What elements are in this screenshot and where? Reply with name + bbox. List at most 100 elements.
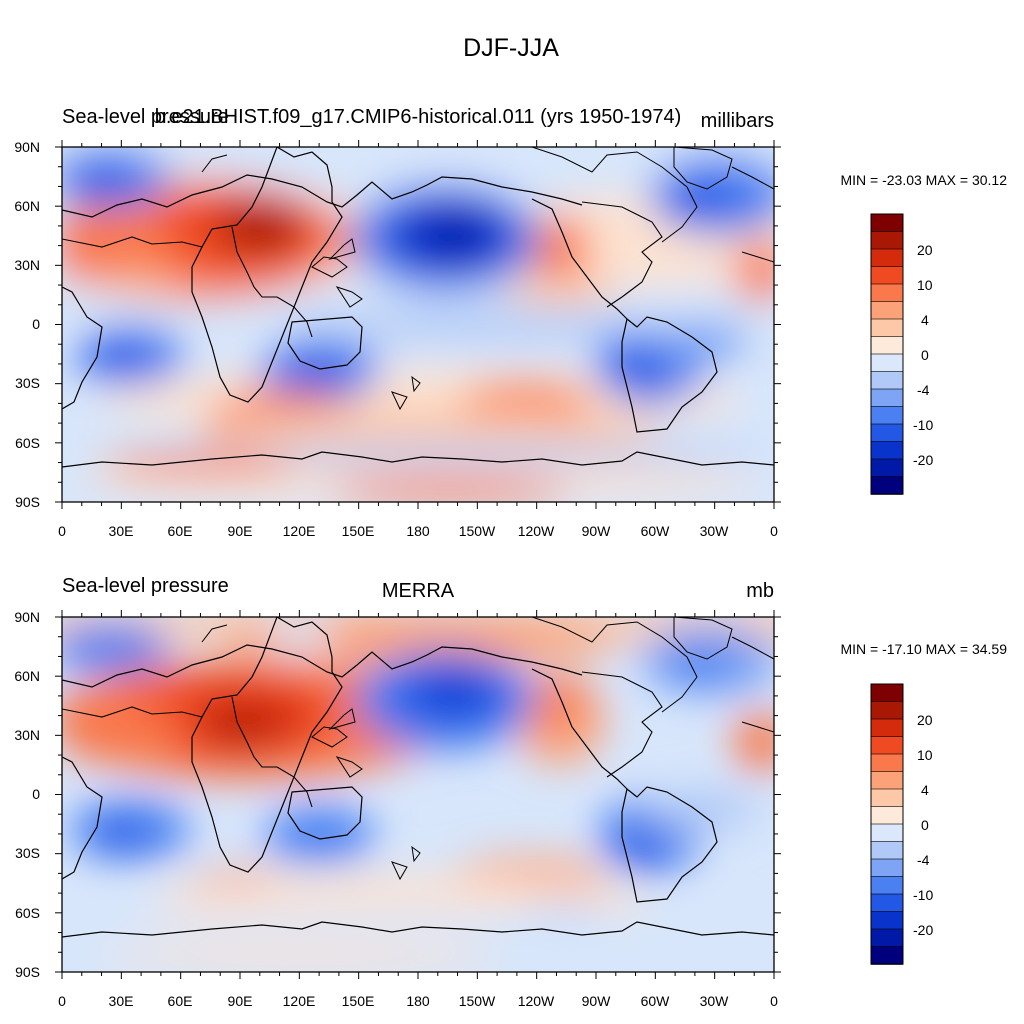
colorbar-box (870, 771, 904, 790)
x-tick-label: 0 (58, 523, 66, 539)
x-tick-label: 90W (582, 523, 612, 539)
colorbar-box (870, 283, 904, 303)
x-tick-label: 0 (770, 993, 778, 1009)
x-tick-label: 180 (406, 523, 430, 539)
y-tick-label: 90S (15, 494, 40, 510)
figure-title: DJF-JJA (463, 34, 559, 62)
x-tick-label: 90E (228, 523, 253, 539)
panel-1-y-axis: 90N 60N 30N 0 30S 60S 90S (14, 139, 781, 510)
panel-1-x-axis: 0 30E 60E 90E 120E 150E 180 150W 120W 90… (58, 140, 778, 539)
colorbar-box (870, 231, 904, 250)
colorbar-box (870, 266, 904, 285)
colorbar-box (870, 458, 904, 478)
colorbar-label: -20 (913, 452, 933, 468)
colorbar-box (870, 213, 904, 233)
panel-2-min-max: MIN = -17.10 MAX = 34.59 (840, 641, 1007, 657)
colorbar-box (870, 683, 904, 703)
colorbar-box (870, 876, 904, 895)
panel-1-right-title: millibars (701, 110, 774, 132)
panel-1-min-max: MIN = -23.03 MAX = 30.12 (840, 172, 1007, 188)
x-tick-label: 90E (228, 993, 253, 1009)
colorbar-label: -20 (913, 922, 933, 938)
x-tick-label: 0 (58, 993, 66, 1009)
colorbar-box (870, 441, 904, 460)
colorbar-box (870, 301, 904, 320)
colorbar-label: 0 (921, 817, 929, 833)
panel-2-left-title: Sea-level pressure (62, 575, 229, 597)
x-tick-label: 150W (459, 993, 496, 1009)
colorbar-label: -10 (913, 417, 933, 433)
colorbar-box (870, 353, 904, 373)
x-tick-label: 30W (700, 523, 730, 539)
x-tick-label: 120E (283, 993, 316, 1009)
x-tick-label: 60E (168, 523, 193, 539)
panel-1-center-title: b.e21.BHIST.f09_g17.CMIP6-historical.011… (155, 106, 682, 128)
colorbar-box (870, 318, 904, 338)
y-tick-label: 60S (15, 905, 40, 921)
x-tick-label: 60E (168, 993, 193, 1009)
y-tick-label: 30S (15, 845, 40, 861)
y-tick-label: 0 (32, 786, 40, 802)
x-tick-label: 90W (582, 993, 612, 1009)
colorbar-box (870, 736, 904, 755)
colorbar-box (870, 718, 904, 738)
y-tick-label: 90S (15, 964, 40, 980)
x-tick-label: 150W (459, 523, 496, 539)
colorbar-box (870, 928, 904, 948)
x-tick-label: 120W (518, 993, 555, 1009)
colorbar-box (870, 858, 904, 878)
x-tick-label: 0 (770, 523, 778, 539)
panel-2-center-title: MERRA (382, 580, 455, 602)
x-tick-label: 60W (641, 993, 671, 1009)
x-tick-label: 30E (109, 523, 134, 539)
panel-2-map (62, 617, 774, 972)
panel-1-left-title: Sea-level pressure (62, 106, 229, 128)
colorbar-box (870, 806, 904, 825)
colorbar-label: -4 (917, 852, 930, 868)
y-tick-label: 30N (14, 727, 40, 743)
colorbar-label: 4 (921, 312, 929, 328)
colorbar-label: -4 (917, 382, 930, 398)
colorbar-box (870, 788, 904, 808)
colorbar-label: 10 (917, 747, 933, 763)
x-tick-label: 180 (406, 993, 430, 1009)
y-tick-label: 60S (15, 435, 40, 451)
y-tick-label: 60N (14, 668, 40, 684)
x-tick-label: 120E (283, 523, 316, 539)
panel-2-y-axis: 90N 60N 30N 0 30S 60S 90S (14, 609, 781, 980)
x-tick-label: 150E (342, 993, 375, 1009)
panel-1-map (62, 147, 774, 502)
colorbar-label: 20 (917, 712, 933, 728)
y-tick-label: 90N (14, 609, 40, 625)
colorbar-box (870, 406, 904, 425)
colorbar-label: 0 (921, 347, 929, 363)
panel-1: Sea-level pressure b.e21.BHIST.f09_g17.C… (14, 106, 1007, 539)
x-tick-label: 30W (700, 993, 730, 1009)
y-tick-label: 60N (14, 198, 40, 214)
colorbar-box (870, 753, 904, 773)
y-tick-label: 0 (32, 316, 40, 332)
colorbar-box (870, 893, 904, 913)
colorbar-box (870, 248, 904, 268)
panel-1-colorbar: 20 10 4 0 -4 -10 -20 (870, 213, 933, 495)
colorbar-label: 4 (921, 782, 929, 798)
panel-2-colorbar: 20 10 4 0 -4 -10 -20 (870, 683, 933, 965)
colorbar-label: 20 (917, 242, 933, 258)
colorbar-box (870, 423, 904, 443)
y-tick-label: 30S (15, 375, 40, 391)
colorbar-box (870, 823, 904, 843)
panel-2-right-title: mb (746, 580, 774, 602)
colorbar-box (870, 946, 904, 965)
colorbar-box (870, 701, 904, 720)
colorbar-label: 10 (917, 277, 933, 293)
colorbar-box (870, 336, 904, 355)
x-tick-label: 60W (641, 523, 671, 539)
colorbar-box (870, 388, 904, 408)
colorbar-label: -10 (913, 887, 933, 903)
colorbar-box (870, 371, 904, 390)
colorbar-box (870, 911, 904, 930)
y-tick-label: 30N (14, 257, 40, 273)
y-tick-label: 90N (14, 139, 40, 155)
colorbar-box (870, 476, 904, 495)
colorbar-box (870, 841, 904, 860)
